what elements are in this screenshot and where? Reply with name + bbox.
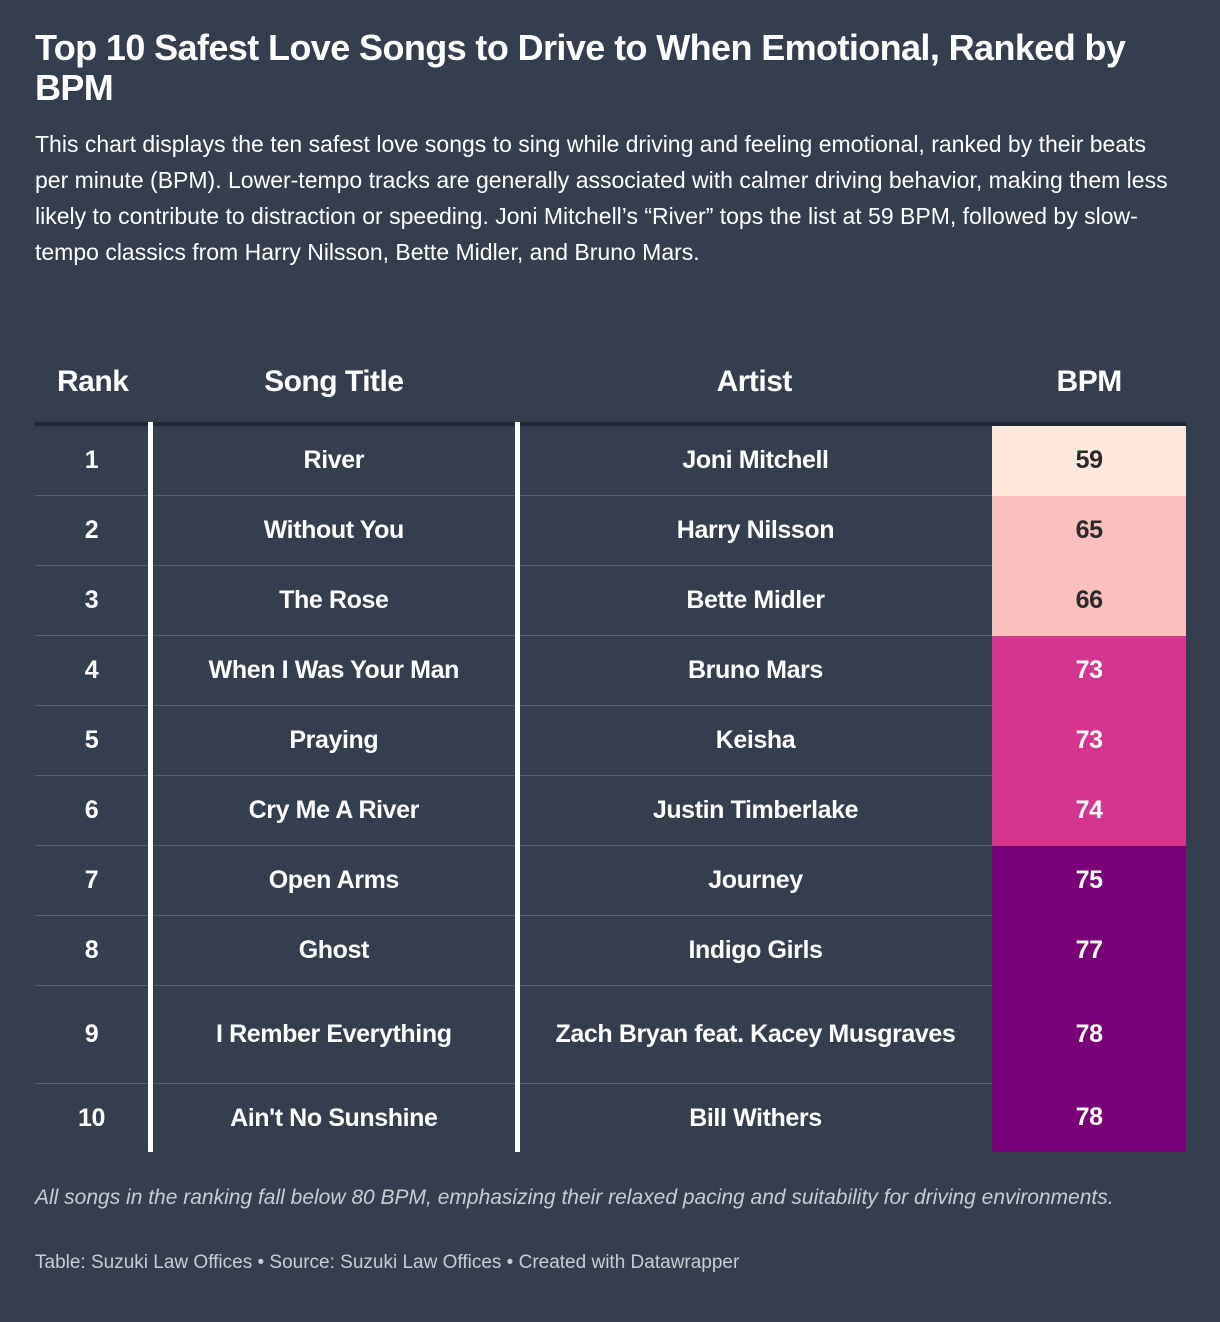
artist-cell: Bette Midler	[514, 565, 992, 636]
chart-title: Top 10 Safest Love Songs to Drive to Whe…	[35, 27, 1126, 108]
bpm-cell: 78	[992, 985, 1186, 1084]
rank-cell: 9	[35, 985, 151, 1084]
rank-cell: 1	[35, 424, 151, 496]
bpm-cell: 74	[992, 775, 1186, 846]
credits: Table: Suzuki Law Offices • Source: Suzu…	[35, 1252, 740, 1273]
rank-cell: 8	[35, 915, 151, 986]
song-title-cell: I Rember Everything	[147, 985, 518, 1084]
song-title-cell: When I Was Your Man	[147, 635, 518, 706]
table-row: 7 Open Arms Journey 75	[35, 845, 1186, 916]
table-row: 5 Praying Keisha 73	[35, 705, 1186, 776]
gap-cell	[991, 635, 993, 706]
column-header-gap	[991, 348, 993, 426]
table-row: 4 When I Was Your Man Bruno Mars 73	[35, 635, 1186, 706]
artist-cell: Zach Bryan feat. Kacey Musgraves	[514, 985, 992, 1084]
bpm-cell: 73	[992, 705, 1186, 776]
artist-cell: Joni Mitchell	[514, 424, 992, 496]
rank-cell: 2	[35, 495, 151, 566]
gap-cell	[991, 775, 993, 846]
songs-table: Rank Song Title Artist BPM 1 River Joni Mi…	[35, 348, 1186, 1152]
bpm-cell: 65	[992, 495, 1186, 566]
column-header-artist[interactable]: Artist	[517, 348, 992, 426]
rank-cell: 10	[77, 1103, 105, 1132]
artist-cell: Journey	[514, 845, 992, 916]
artist-cell: Harry Nilsson	[514, 495, 992, 566]
artist-cell: Keisha	[514, 705, 992, 776]
artist-cell: Bruno Mars	[514, 635, 992, 706]
column-header-song-title[interactable]: Song Title	[150, 348, 518, 426]
song-title-cell: Without You	[147, 495, 518, 566]
bpm-cell: 73	[992, 635, 1186, 706]
rank-cell: 6	[35, 775, 151, 846]
table-row: 8 Ghost Indigo Girls 77	[35, 915, 1186, 986]
column-header-rank[interactable]: Rank	[35, 348, 151, 426]
table-row: 10 Ain't No Sunshine Bill Withers 78	[35, 1083, 1186, 1152]
artist-cell: Justin Timberlake	[514, 775, 992, 846]
artist-cell: Indigo Girls	[514, 915, 992, 986]
song-title-cell: Ain't No Sunshine	[147, 1083, 518, 1152]
gap-cell	[991, 495, 993, 566]
artist-cell: Bill Withers	[514, 1083, 992, 1152]
gap-cell	[991, 705, 993, 776]
table-row: 3 The Rose Bette Midler 66	[35, 565, 1186, 636]
bpm-cell: 75	[992, 845, 1186, 916]
gap-cell	[991, 985, 993, 1084]
table-row: 1 River Joni Mitchell 59	[35, 424, 1186, 496]
chart-header: Top 10 Safest Love Songs to Drive to Whe…	[35, 27, 1186, 1152]
song-title-cell: Praying	[147, 705, 518, 776]
table-row: 6 Cry Me A River Justin Timberlake 74	[35, 775, 1186, 846]
gap-cell	[991, 565, 993, 636]
gap-cell	[991, 424, 993, 496]
rank-cell: 3	[35, 565, 151, 636]
bpm-cell: 66	[992, 565, 1186, 636]
footnote: All songs in the ranking fall below 80 B…	[35, 1186, 1114, 1209]
gap-cell	[991, 845, 993, 916]
bpm-cell: 77	[992, 915, 1186, 986]
gap-cell	[991, 915, 993, 986]
table-body: 1 River Joni Mitchell 59 2 Without You Harry N…	[35, 424, 1186, 1152]
song-title-cell: Ghost	[147, 915, 518, 986]
table-header-row: Rank Song Title Artist BPM	[35, 348, 1186, 426]
song-title-cell: Open Arms	[147, 845, 518, 916]
chart-description: This chart displays the ten safest love …	[35, 131, 1168, 265]
table-row: 2 Without You Harry Nilsson 65	[35, 495, 1186, 566]
bpm-cell: 59	[992, 424, 1186, 496]
song-title-cell: The Rose	[147, 565, 518, 636]
song-title-cell: Cry Me A River	[147, 775, 518, 846]
column-header-bpm[interactable]: BPM	[992, 348, 1186, 426]
rank-cell: 4	[35, 635, 151, 706]
rank-cell: 7	[35, 845, 151, 916]
rank-cell: 5	[35, 705, 151, 776]
song-title-cell: River	[147, 424, 518, 496]
bpm-cell: 78	[992, 1083, 1186, 1152]
